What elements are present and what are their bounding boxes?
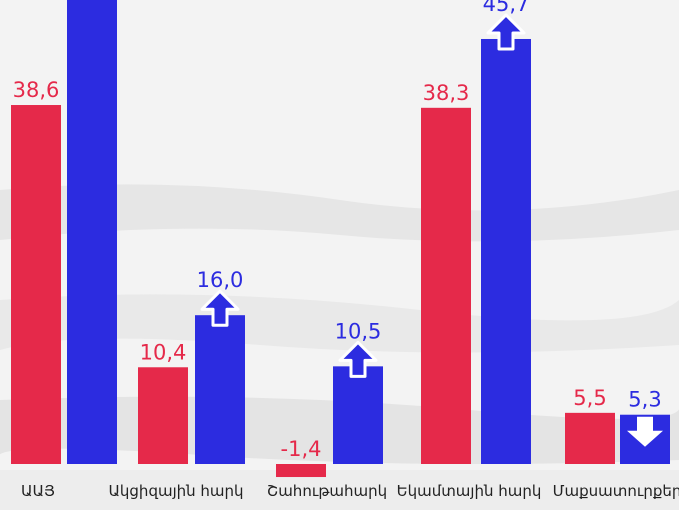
arrow-down-icon [627,416,663,447]
data-label-blue: 10,5 [335,319,382,343]
bar-red [138,367,188,464]
arrow-up-icon [486,13,526,51]
data-label-red: 38,3 [423,81,470,105]
category-label: ԱԱՅ [21,482,55,500]
category-label: Մաքսատուրքեր [552,482,679,500]
bar-blue [67,0,117,464]
category-label: Ակցիզային հարկ [108,482,244,500]
bar-red [11,105,61,465]
bar-blue [481,38,531,465]
data-label-red: 10,4 [140,340,187,364]
data-label-red: 38,6 [13,78,60,102]
bar-red [276,464,326,478]
data-label-blue: 16,0 [197,268,244,292]
data-label-red: -1,4 [281,437,322,461]
bar-blue [333,366,383,464]
arrow-up-icon [200,289,240,327]
bar-red [565,412,615,464]
data-label-red: 5,5 [573,386,606,410]
category-label: Շահութահարկ [266,482,388,500]
bar-red [421,107,471,464]
bar-blue [195,315,245,464]
plot-area: 38,6 10,4 16,0 -1,4 10,5 38,3 45,7 5,5 5,3 [11,0,670,478]
data-label-blue: 5,3 [628,388,661,412]
data-label-blue: 45,7 [483,0,530,16]
category-label: Եկամտային հարկ [396,482,542,500]
arrow-up-icon [338,340,378,378]
